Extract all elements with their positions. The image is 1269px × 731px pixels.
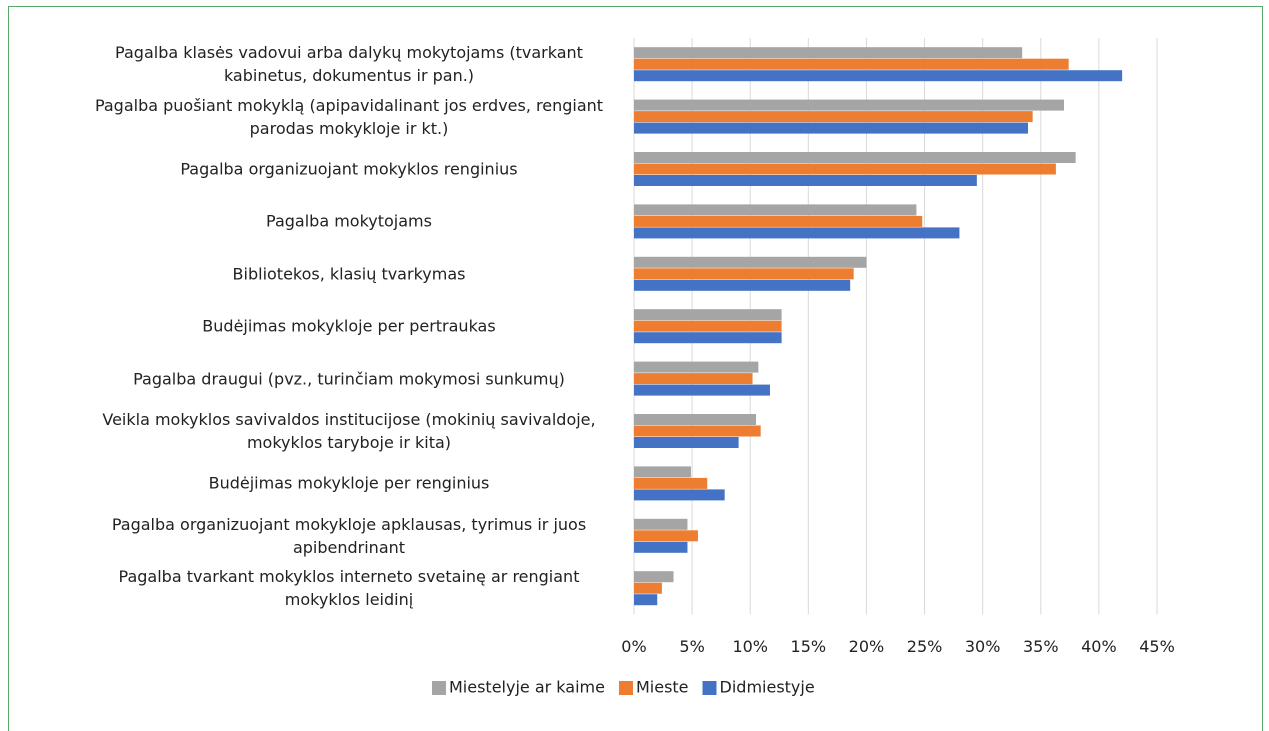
bar [634, 477, 708, 489]
frame [8, 6, 1263, 731]
category-label: Pagalba tvarkant mokyklos interneto svet… [118, 567, 580, 610]
bar [634, 227, 960, 239]
x-tick-label: 45% [1139, 637, 1175, 656]
bar [634, 215, 923, 227]
bar [634, 437, 739, 448]
category-label: Budėjimas mokykloje per renginius [208, 473, 490, 493]
bar [634, 466, 691, 478]
bar [634, 309, 782, 321]
x-tick-label: 15% [791, 637, 827, 656]
bar [634, 111, 1033, 123]
x-tick-label: 40% [1081, 637, 1117, 656]
bar [634, 425, 761, 437]
category-label: Pagalba klasės vadovui arba dalykų mokyt… [115, 43, 583, 86]
bar [634, 489, 725, 501]
bar [634, 361, 759, 373]
legend-label: Miestelyje ar kaime [449, 678, 605, 697]
category-label: Veikla mokyklos savivaldos institucijose… [102, 410, 596, 452]
bar [634, 530, 698, 542]
category-label: Pagalba draugui (pvz., turinčiam mokymos… [133, 369, 565, 389]
category-label: Pagalba mokytojams [266, 211, 432, 231]
bar [634, 594, 658, 606]
bar [634, 518, 688, 530]
bar [634, 122, 1028, 134]
bar [634, 163, 1056, 175]
category-label: Pagalba organizuojant mokykloje apklausa… [111, 514, 587, 557]
bar [634, 541, 688, 553]
bar [634, 256, 867, 268]
category-label: Pagalba organizuojant mokyklos renginius [180, 159, 518, 179]
x-tick-label: 0% [621, 637, 646, 656]
bar [634, 268, 854, 280]
bar [634, 332, 782, 344]
bar [634, 204, 917, 216]
bar [634, 320, 782, 332]
bar [634, 384, 770, 396]
bar [634, 373, 753, 385]
x-tick-label: 10% [732, 637, 768, 656]
category-label: Pagalba puošiant mokyklą (apipavidalinan… [94, 95, 604, 138]
bar [634, 582, 662, 594]
bar [634, 99, 1065, 111]
bar [634, 47, 1023, 59]
category-label: Budėjimas mokykloje per pertraukas [202, 316, 496, 336]
bar [634, 175, 977, 186]
legend-label: Didmiestyje [720, 678, 815, 697]
x-tick-label: 35% [1023, 637, 1059, 656]
x-tick-label: 30% [965, 637, 1001, 656]
legend-swatch [702, 681, 717, 695]
x-tick-label: 5% [679, 637, 704, 656]
x-tick-label: 20% [849, 637, 885, 656]
category-label: Bibliotekos, klasių tvarkymas [232, 264, 466, 284]
x-tick-label: 25% [907, 637, 943, 656]
legend-swatch [618, 681, 633, 695]
bar [634, 58, 1069, 70]
bar [634, 279, 851, 291]
bar [634, 414, 757, 425]
bar [634, 152, 1076, 163]
legend-swatch [432, 681, 446, 695]
bar [634, 571, 674, 583]
bar [634, 70, 1123, 82]
legend-label: Mieste [636, 678, 689, 697]
